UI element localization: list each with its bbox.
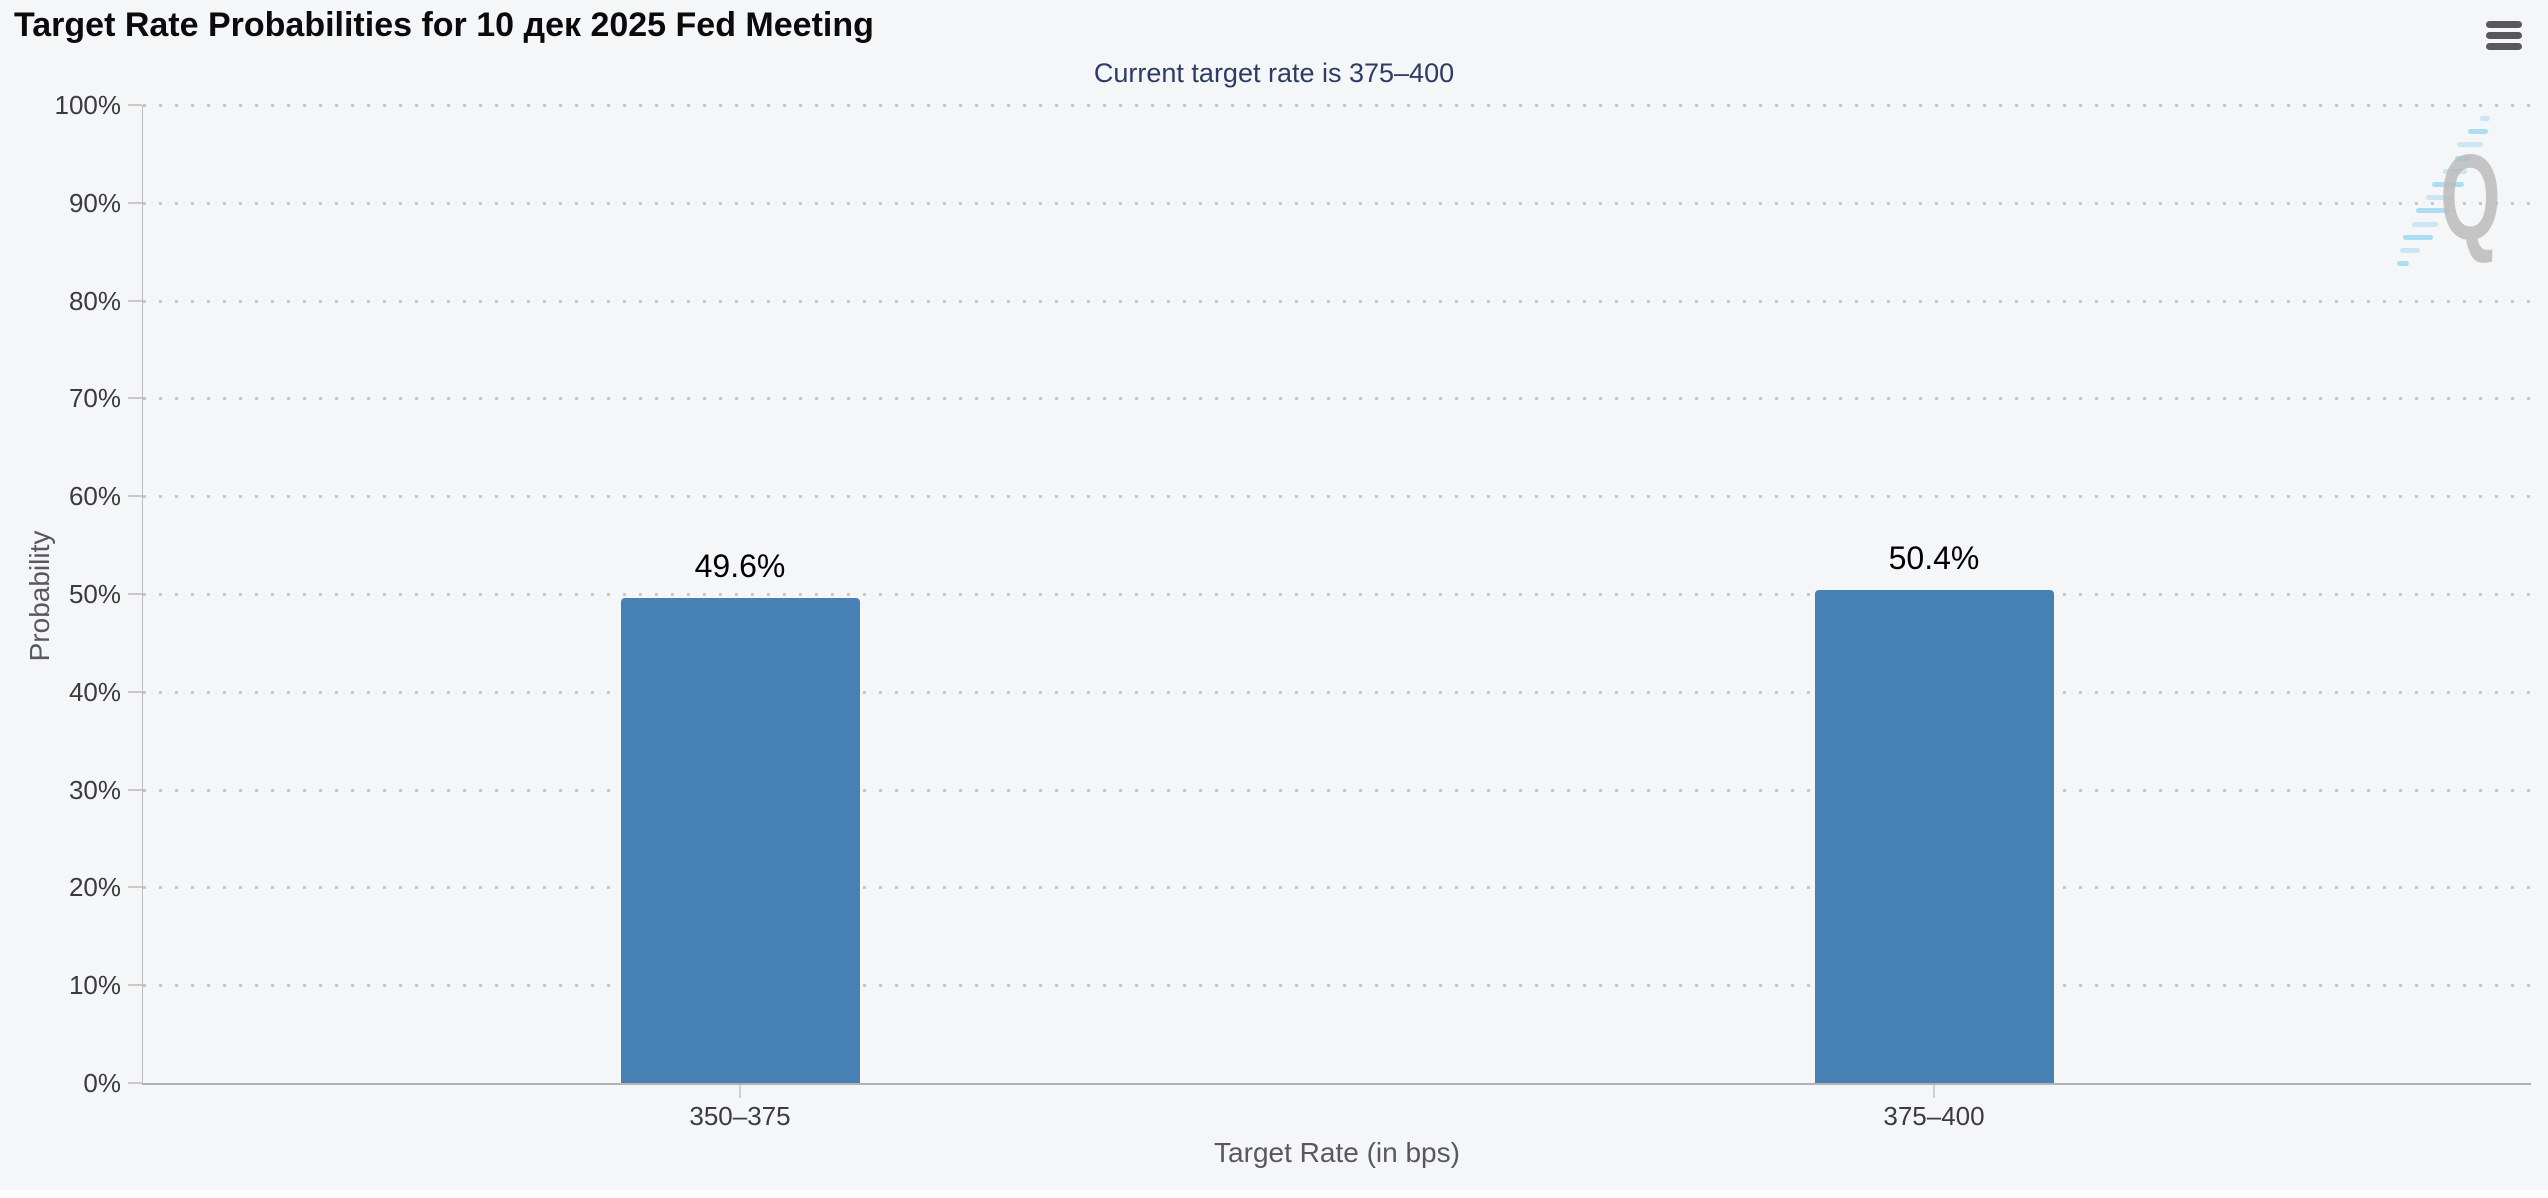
chart-menu-button[interactable] [2480,14,2528,58]
x-tick [1933,1085,1935,1098]
bar-350–375[interactable] [620,597,860,1083]
y-tick [128,299,142,302]
y-tick [128,104,142,106]
gridline [143,593,2531,596]
bar-375–400[interactable] [1814,590,2054,1083]
x-tick [739,1085,741,1098]
y-tick-label: 80% [68,285,121,316]
gridline [143,495,2531,499]
chart-title: Target Rate Probabilities for 10 дек 202… [14,6,874,44]
y-tick [128,593,142,595]
y-tick [128,1082,142,1084]
gridline [143,984,2531,988]
x-tick-label: 375–400 [1883,1101,1985,1131]
page-bottom-strip [0,1190,2548,1198]
gridline [143,201,2531,205]
bar-value-label: 50.4% [1888,540,1980,577]
x-tick-label: 350–375 [689,1101,791,1131]
gridline [143,886,2531,890]
y-tick-label: 50% [68,579,121,609]
gridline [143,788,2531,792]
y-tick-label: 70% [68,383,121,414]
y-tick-label: 60% [68,481,121,512]
y-tick [128,201,142,204]
gridline [143,299,2531,303]
y-tick-label: 100% [54,90,122,120]
gridline [143,397,2531,401]
y-tick [128,886,142,889]
y-tick-label: 40% [68,676,121,707]
y-tick-label: 10% [68,970,121,1001]
y-tick [128,690,142,693]
chart-subtitle: Current target rate is 375–400 [1093,58,1455,88]
y-tick-label: 90% [68,187,121,218]
gridline [143,690,2531,694]
x-axis-title: Target Rate (in bps) [1214,1137,1460,1168]
gridline [143,104,2531,107]
y-tick [128,984,142,987]
y-tick-label: 30% [68,774,121,805]
plot-area: Target Rate (in bps) 0% 10% 20% 30% 40% 50% 60… [55,90,2531,1168]
hamburger-icon [2486,21,2522,51]
y-tick [128,397,142,400]
y-tick-label: 20% [68,872,121,903]
bar-value-label: 49.6% [694,547,786,584]
y-tick [128,495,142,498]
y-tick-label: 0% [83,1068,121,1098]
y-tick [128,788,142,791]
